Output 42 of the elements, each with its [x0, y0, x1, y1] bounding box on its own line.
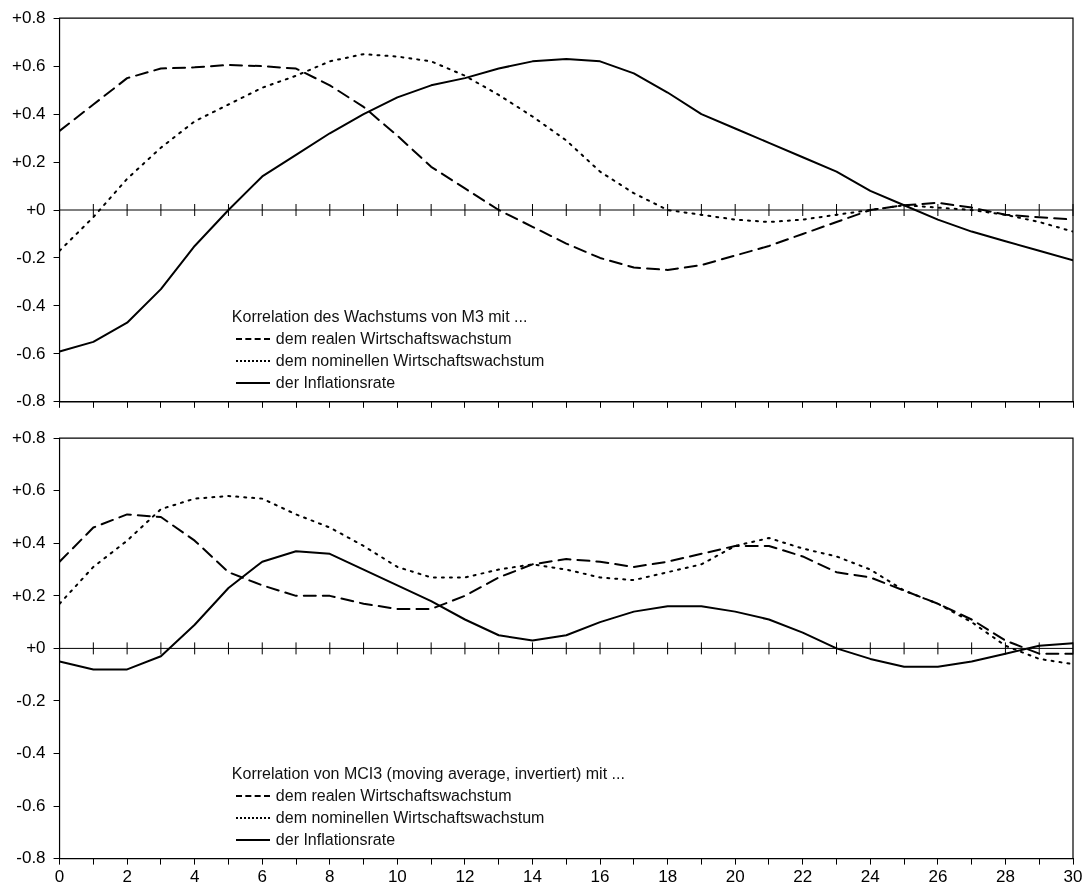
- y-tick-label: +0.4: [12, 532, 46, 552]
- y-tick-label: -0.8: [16, 391, 46, 411]
- legend-label: dem nominellen Wirtschaftswachstum: [275, 350, 545, 371]
- x-tick-label: 24: [860, 867, 880, 887]
- y-tick-label: +0.6: [12, 55, 46, 75]
- x-tick-label: 16: [590, 867, 610, 887]
- x-tick-label: 2: [122, 867, 132, 887]
- legend-label: dem realen Wirtschaftswachstum: [275, 328, 512, 349]
- y-tick-label: +0.4: [12, 103, 46, 123]
- legend-title: Korrelation von MCI3 (moving average, invertiert) mit ...: [231, 763, 625, 784]
- legend-label: dem nominellen Wirtschaftswachstum: [275, 807, 545, 828]
- x-tick-label: 14: [523, 867, 542, 887]
- y-tick-label: +0: [26, 638, 46, 658]
- y-tick-label: -0.8: [16, 848, 46, 868]
- y-tick-label: -0.6: [16, 795, 46, 815]
- y-tick-label: +0.8: [12, 427, 46, 447]
- legend-label: der Inflationsrate: [275, 372, 396, 393]
- x-tick-label: 12: [455, 867, 475, 887]
- x-tick-label: 6: [257, 867, 267, 887]
- y-tick-label: +0: [26, 199, 46, 219]
- legend-label: der Inflationsrate: [275, 829, 396, 850]
- x-tick-label: 10: [387, 867, 407, 887]
- x-tick-label: 22: [793, 867, 813, 887]
- y-tick-label: +0.6: [12, 480, 46, 500]
- y-tick-label: +0.2: [12, 585, 46, 605]
- x-tick-label: 0: [54, 867, 65, 887]
- x-tick-label: 20: [725, 867, 745, 887]
- y-tick-label: -0.2: [16, 690, 46, 710]
- x-tick-label: 28: [995, 867, 1015, 887]
- x-tick-label: 26: [928, 867, 948, 887]
- legend-label: dem realen Wirtschaftswachstum: [275, 785, 512, 806]
- x-tick-label: 18: [658, 867, 678, 887]
- y-tick-label: -0.2: [16, 247, 46, 267]
- y-tick-label: +0.2: [12, 151, 46, 171]
- x-tick-label: 30: [1063, 867, 1083, 887]
- y-tick-label: -0.6: [16, 343, 46, 363]
- y-tick-label: +0.8: [12, 7, 46, 27]
- y-tick-label: -0.4: [16, 295, 46, 315]
- y-tick-label: -0.4: [16, 743, 46, 763]
- x-tick-label: 8: [325, 867, 335, 887]
- legend-title: Korrelation des Wachstums von M3 mit ...: [231, 306, 529, 327]
- x-tick-label: 4: [189, 867, 200, 887]
